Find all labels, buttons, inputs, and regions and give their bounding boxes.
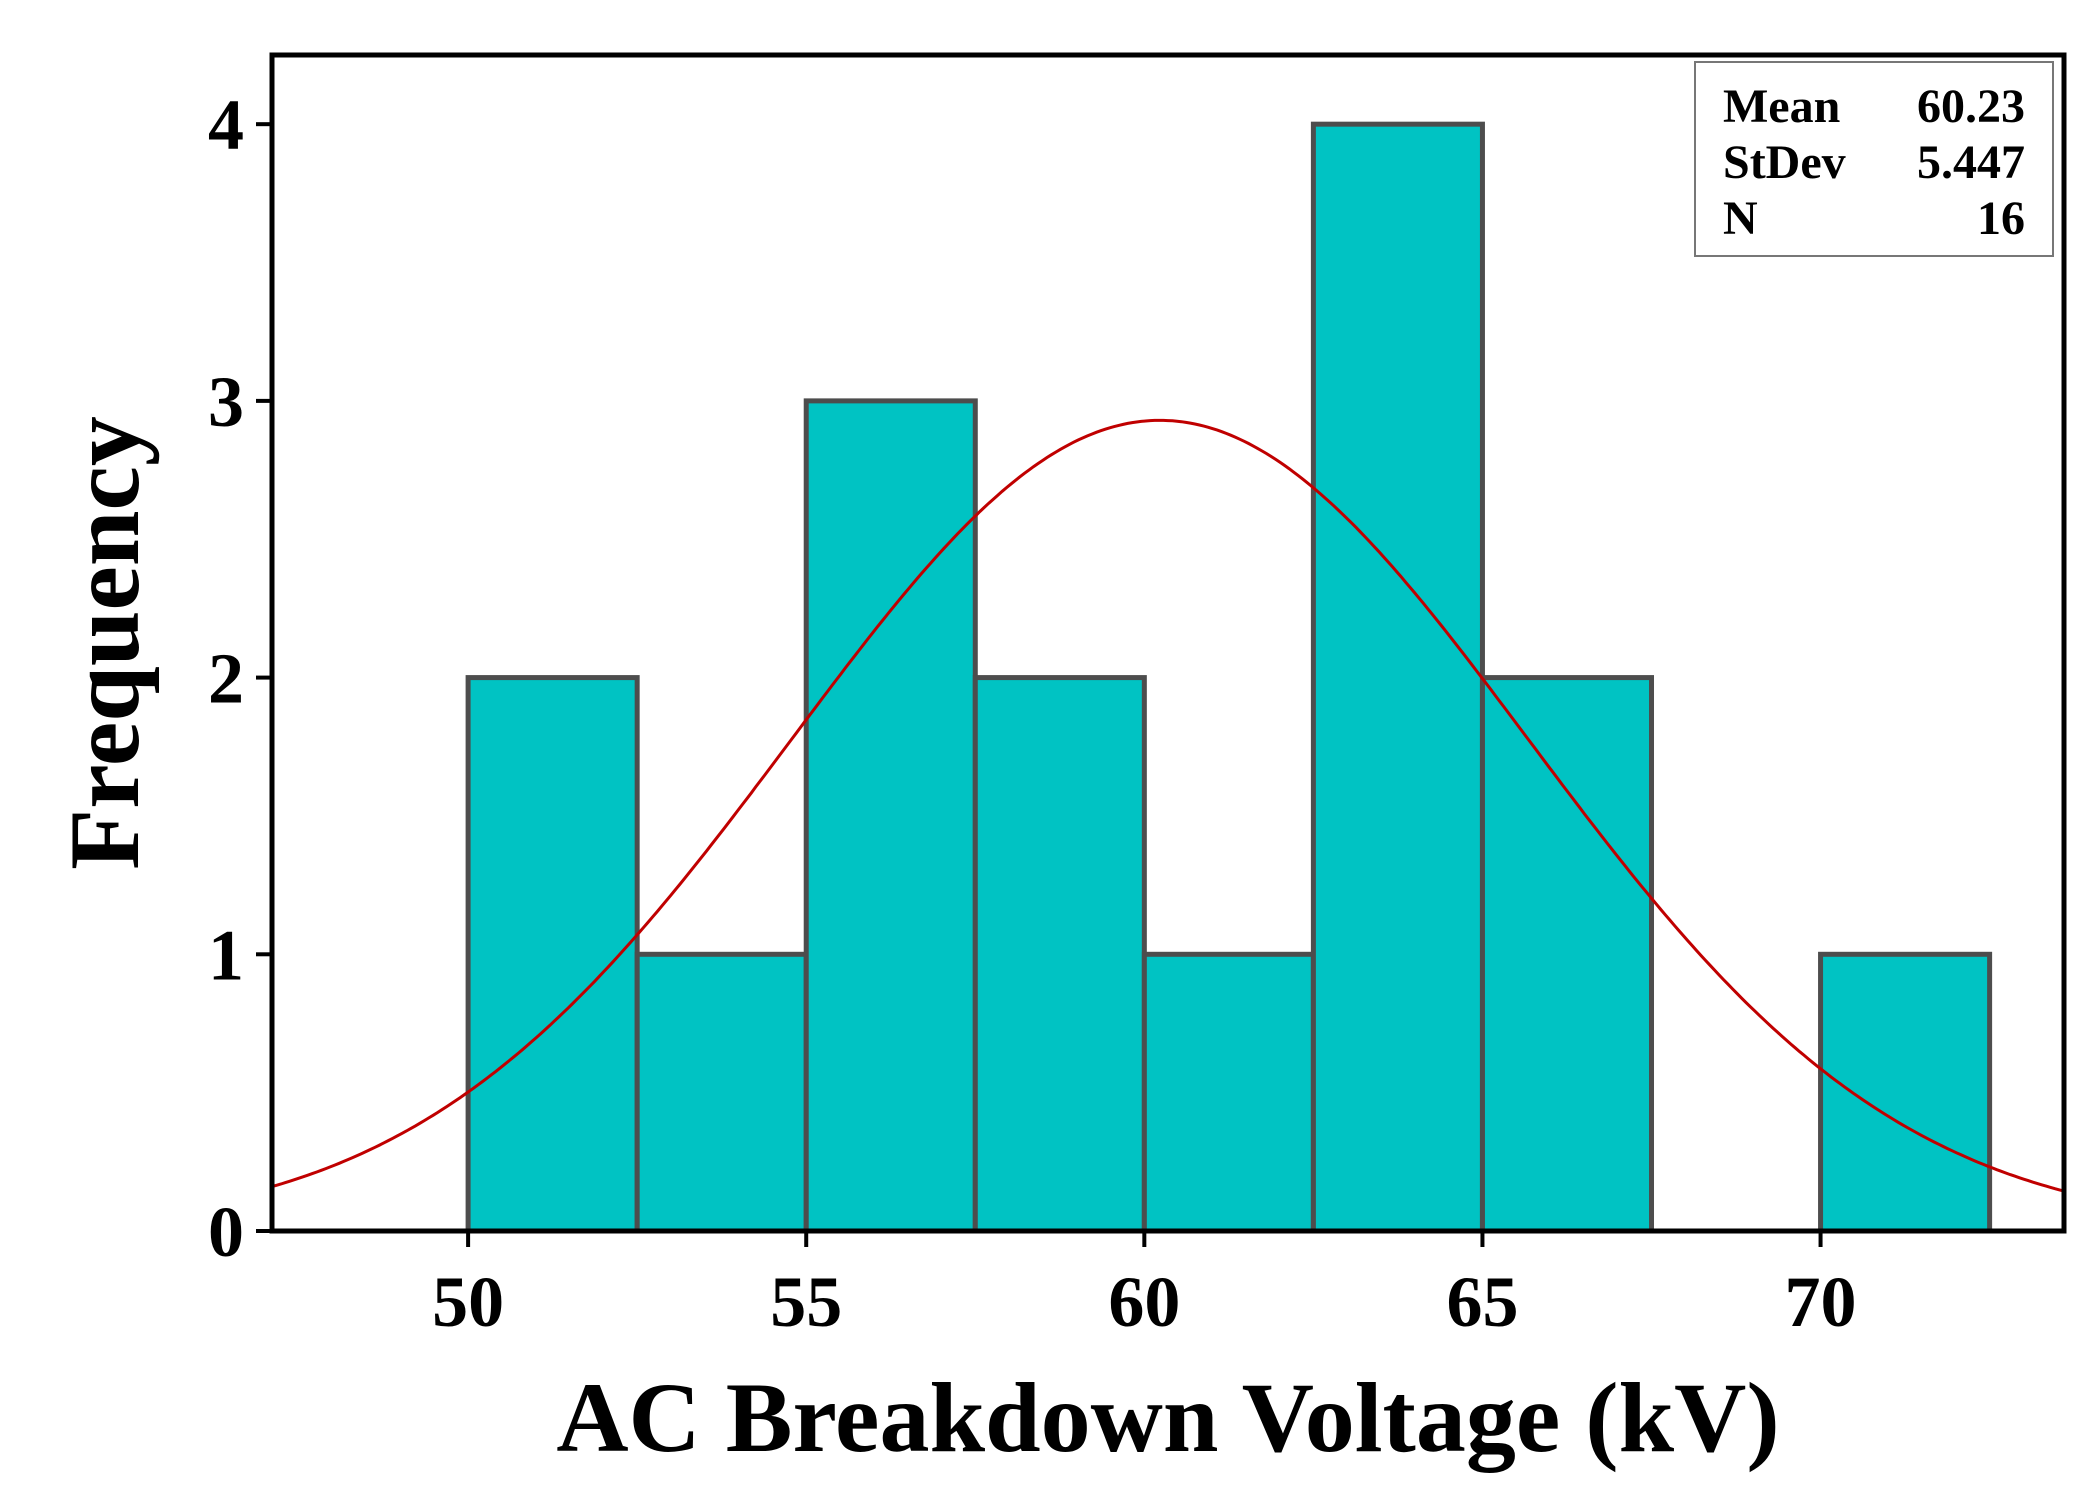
histogram-bar-8 <box>1818 951 1993 1234</box>
histogram-bar-1 <box>634 951 809 1234</box>
histogram-bar-4 <box>1141 951 1316 1234</box>
stats-stdev-label: StDev <box>1723 136 1846 189</box>
x-tick-label: 60 <box>1108 1262 1180 1342</box>
x-axis-title: AC Breakdown Voltage (kV) <box>556 1362 1779 1473</box>
stats-mean-value: 60.23 <box>1917 80 2025 133</box>
stats-legend: Mean 60.23 StDev 5.447 N 16 <box>1694 61 2054 257</box>
y-tick-label: 1 <box>208 915 244 995</box>
y-tick-label: 0 <box>208 1192 244 1272</box>
x-tick-label: 50 <box>432 1262 504 1342</box>
y-tick-label: 4 <box>208 85 244 165</box>
normal-fit-curve <box>271 418 2065 1193</box>
histogram-bar-2 <box>803 398 978 1234</box>
y-tick-label: 2 <box>208 639 244 719</box>
ticks-layer: 50 55 60 65 70 0 1 2 3 4 <box>208 85 1857 1342</box>
bars-layer <box>465 121 1993 1234</box>
histogram-bar-0 <box>465 675 640 1234</box>
stats-legend-frame <box>1694 61 2054 257</box>
x-tick-label: 65 <box>1446 1262 1518 1342</box>
stats-n-label: N <box>1723 192 1758 245</box>
histogram-bar-6 <box>1479 675 1655 1234</box>
y-axis-title: Frequency <box>49 416 160 870</box>
stats-n-value: 16 <box>1977 192 2025 245</box>
x-tick-label: 70 <box>1785 1262 1857 1342</box>
x-tick-label: 55 <box>770 1262 842 1342</box>
stats-mean-label: Mean <box>1723 80 1840 133</box>
stats-stdev-value: 5.447 <box>1917 136 2025 189</box>
y-tick-label: 3 <box>208 362 244 442</box>
histogram-bar-3 <box>972 675 1147 1234</box>
plot-frame <box>269 52 2067 1234</box>
histogram-bar-5 <box>1310 121 1485 1234</box>
